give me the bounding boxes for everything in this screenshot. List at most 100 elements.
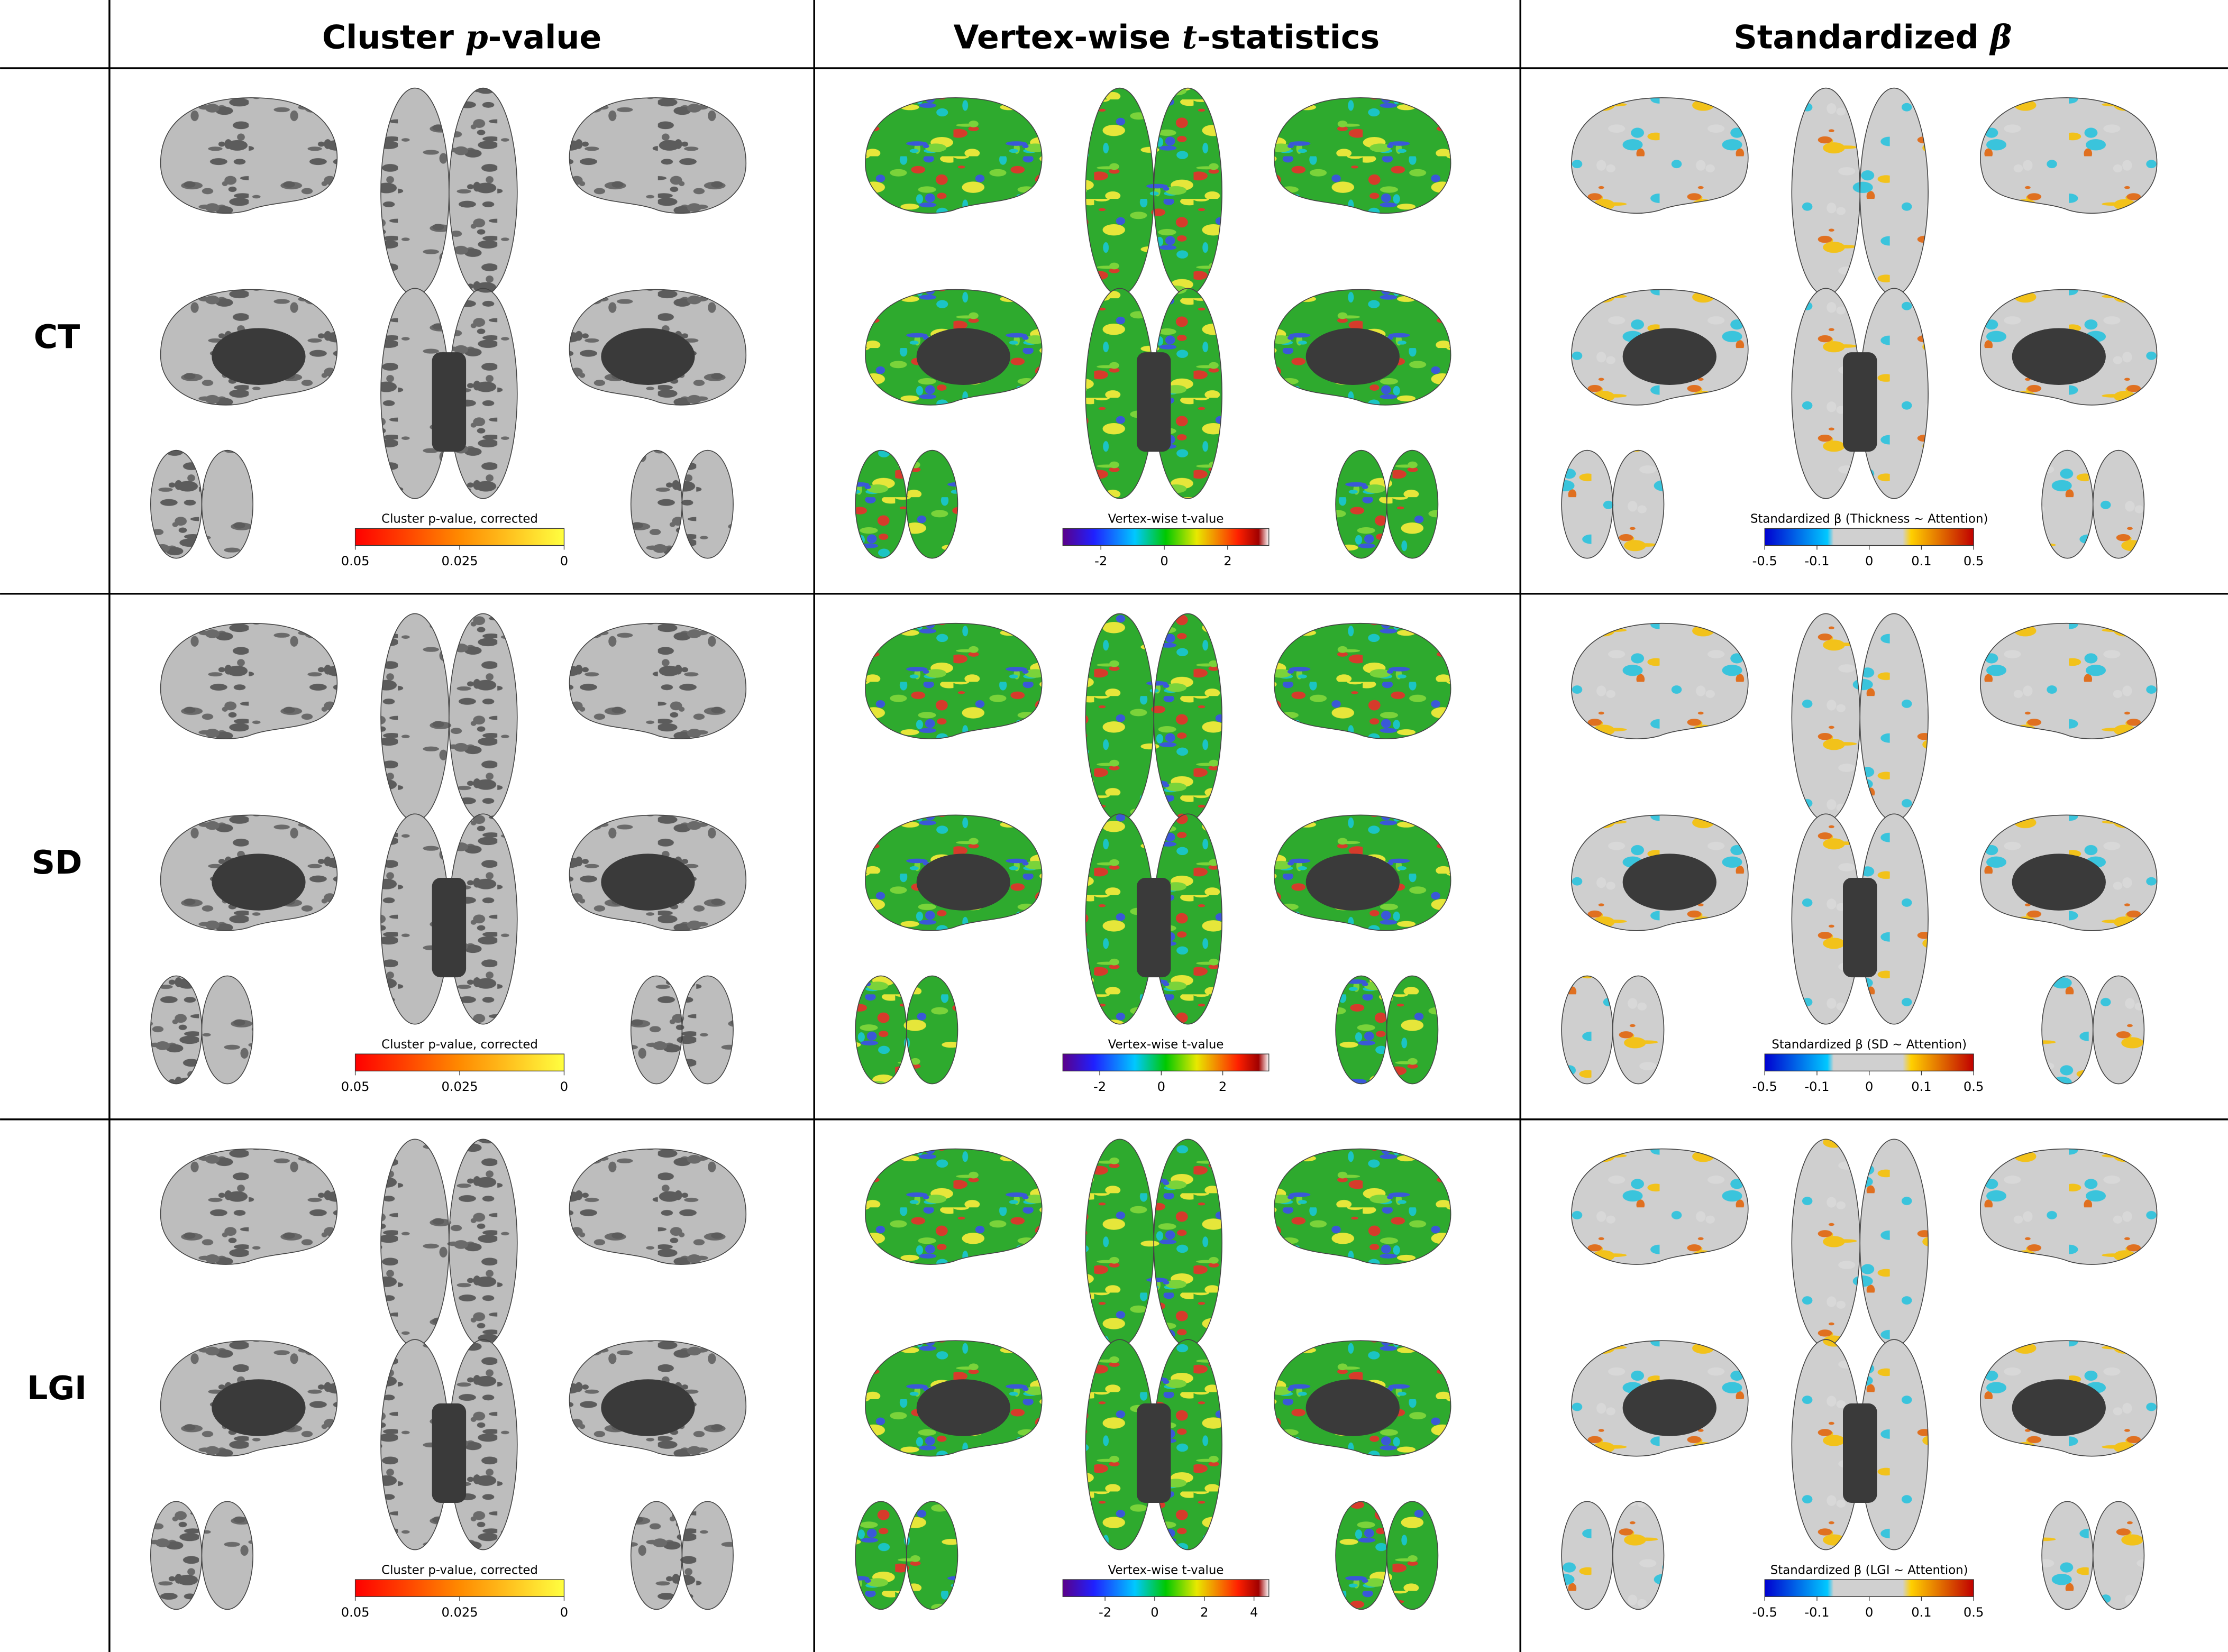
brain-view [1791, 1139, 1861, 1347]
panel: Standardized β (Thickness ~ Attention) -0… [1561, 87, 2158, 568]
brain-medial-wall [1622, 853, 1716, 911]
brain-view [1335, 975, 1387, 1085]
brain-medial-wall [212, 1379, 306, 1436]
brain-view [1561, 1501, 1613, 1610]
colorbar-tick-label: 2 [1223, 554, 1231, 568]
colorbar-tick-label: 0.5 [1964, 554, 1984, 568]
colorbar [354, 528, 565, 546]
colorbar-tick-label: 0 [560, 554, 568, 568]
brain-view [1335, 1501, 1387, 1610]
panel: Standardized β (LGI ~ Attention) -0.5 -0.1… [1561, 1139, 2158, 1620]
row-label: LGI [27, 1369, 87, 1407]
brain-view [160, 622, 338, 739]
header-text: Vertex-wise [954, 18, 1182, 56]
colorbar-title: Standardized β (SD ~ Attention) [1772, 1038, 1967, 1051]
brain-medial-wall [601, 853, 695, 911]
brain-view [1273, 622, 1451, 739]
brain-medial-wall [916, 853, 1010, 911]
colorbar [354, 1579, 565, 1597]
brain-view [1085, 1139, 1155, 1347]
brain-medial-wall [1842, 878, 1877, 978]
colorbar-tick-label: 0 [1160, 554, 1168, 568]
colorbar-tick-label: 0.025 [441, 554, 478, 568]
brain-view [855, 975, 907, 1085]
brain-view [1386, 449, 1439, 559]
brain-view [906, 975, 958, 1085]
brain-view [1980, 1148, 2158, 1265]
colorbar-tick-label: 0 [1150, 1605, 1158, 1620]
brain-view [1273, 97, 1451, 214]
brain-medial-wall [1305, 1379, 1400, 1436]
brain-view [1273, 1148, 1451, 1265]
colorbar [1764, 1579, 1974, 1597]
brain-view [906, 449, 958, 559]
colorbar-title: Standardized β (LGI ~ Attention) [1770, 1563, 1968, 1577]
brain-view [380, 1139, 450, 1347]
colorbar-tick-label: -0.5 [1752, 554, 1777, 568]
brain-view [150, 975, 203, 1085]
header-text: t [1182, 17, 1198, 56]
brain-medial-wall [916, 1379, 1010, 1436]
brain-view [855, 449, 907, 559]
colorbar-tick-label: 0.5 [1964, 1605, 1984, 1620]
colorbar-tick-label: 2 [1200, 1605, 1208, 1620]
panel: Vertex-wise t-value -2 0 2 [855, 87, 1451, 568]
brain-medial-wall [432, 352, 467, 452]
brain-view [865, 622, 1043, 739]
brain-medial-wall [212, 328, 306, 385]
brain-view [1980, 622, 2158, 739]
colorbar-tick-label: -2 [1099, 1605, 1111, 1620]
brain-medial-wall [212, 853, 306, 911]
colorbar-title: Vertex-wise t-value [1108, 1038, 1224, 1051]
header-text: β [1989, 17, 2012, 56]
brain-view [449, 87, 518, 296]
brain-view [160, 97, 338, 214]
brain-view [380, 87, 450, 296]
brain-view [150, 1501, 203, 1610]
brain-view [855, 1501, 907, 1610]
brain-medial-wall [1842, 1403, 1877, 1503]
brain-view [906, 1501, 958, 1610]
column-header: Standardized β [1733, 17, 2012, 56]
colorbar-title: Cluster p-value, corrected [381, 1563, 538, 1577]
brain-view [449, 613, 518, 822]
colorbar [1062, 528, 1270, 546]
brain-view [1859, 1139, 1929, 1347]
brain-medial-wall [1136, 1403, 1171, 1503]
brain-view [569, 1148, 747, 1265]
brain-medial-wall [1622, 328, 1716, 385]
brain-medial-wall [2012, 328, 2106, 385]
row-label: CT [34, 318, 80, 356]
brain-view [1386, 1501, 1439, 1610]
brain-view [1085, 613, 1155, 822]
colorbar [1062, 1579, 1270, 1597]
brain-view [2041, 449, 2094, 559]
header-text: Cluster [322, 18, 465, 56]
brain-view [2092, 975, 2145, 1085]
row-label: SD [32, 843, 83, 882]
colorbar-title: Vertex-wise t-value [1108, 1563, 1224, 1577]
brain-medial-wall [1622, 1379, 1716, 1436]
brain-view [1561, 975, 1613, 1085]
colorbar-tick-label: -2 [1093, 1079, 1106, 1094]
brain-medial-wall [1305, 853, 1400, 911]
colorbar-tick-label: -2 [1094, 554, 1107, 568]
colorbar-tick-label: -0.5 [1752, 1605, 1777, 1620]
brain-view [1386, 975, 1439, 1085]
brain-view [1571, 1148, 1749, 1265]
brain-view [2041, 975, 2094, 1085]
colorbar-tick-label: 0.025 [441, 1605, 478, 1620]
colorbar-tick-label: 0.025 [441, 1079, 478, 1094]
colorbar-title: Cluster p-value, corrected [381, 512, 538, 526]
colorbar [354, 1053, 565, 1072]
brain-medial-wall [1305, 328, 1400, 385]
header-text: p [465, 17, 488, 56]
colorbar-title: Cluster p-value, corrected [381, 1038, 538, 1051]
brain-view [865, 97, 1043, 214]
brain-view [2092, 1501, 2145, 1610]
brain-view [1791, 613, 1861, 822]
brain-medial-wall [432, 878, 467, 978]
brain-medial-wall [432, 1403, 467, 1503]
brain-view [1085, 87, 1155, 296]
colorbar-tick-label: 0.1 [1911, 1605, 1931, 1620]
